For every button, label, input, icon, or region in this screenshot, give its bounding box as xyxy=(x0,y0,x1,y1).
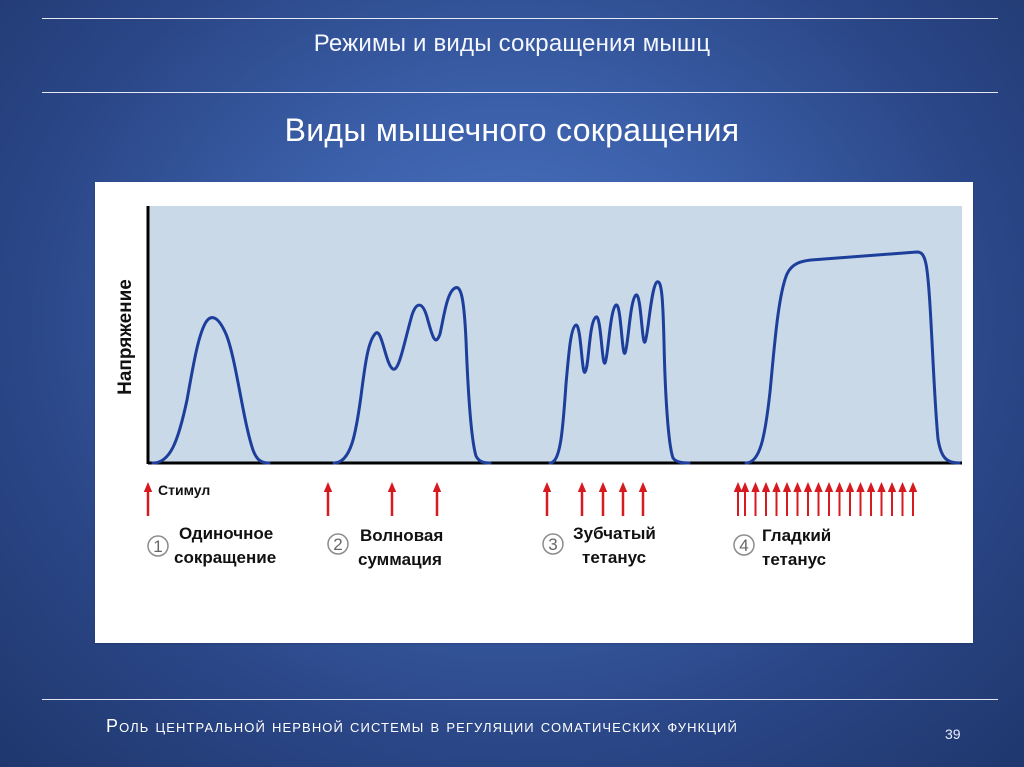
wave-summation-curve xyxy=(332,286,492,465)
section-label-line2: суммация xyxy=(358,550,442,569)
stimulus-arrow xyxy=(618,482,628,516)
section-label-1: 1 Одиночное сокращение xyxy=(147,524,276,567)
section-number-circle xyxy=(327,533,349,555)
section-label-line2: сокращение xyxy=(174,548,276,567)
stimulus-arrow xyxy=(887,482,897,516)
stimulus-arrow xyxy=(782,482,792,516)
stimulus-arrow xyxy=(856,482,865,516)
section-number: 2 xyxy=(333,535,342,554)
serrated-tetanus-curve xyxy=(548,280,691,465)
stimulus-arrow xyxy=(143,482,153,516)
footer-divider-line xyxy=(42,699,998,700)
section-label-line1: Волновая xyxy=(360,526,443,545)
smooth-tetanus-curve xyxy=(744,250,961,465)
slide-title: Виды мышечного сокращения xyxy=(284,112,740,148)
stimulus-arrow xyxy=(542,482,552,516)
section-label-4: 4 Гладкий тетанус xyxy=(733,526,831,569)
stimulus-arrow xyxy=(803,482,813,516)
stimulus-arrow xyxy=(323,482,333,516)
page-number: 39 xyxy=(945,726,961,742)
stimulus-arrow xyxy=(908,482,918,516)
stimulus-arrow xyxy=(638,482,648,516)
stimulus-arrow xyxy=(845,482,855,516)
stimulus-arrow xyxy=(432,482,442,516)
stimulus-arrow-set xyxy=(143,482,918,516)
stimulus-arrow xyxy=(598,482,608,516)
section-label-line2: тетанус xyxy=(582,548,646,567)
section-number-circle xyxy=(733,534,755,556)
section-label-line2: тетанус xyxy=(762,550,826,569)
stimulus-arrow xyxy=(751,482,760,516)
section-number-circle xyxy=(147,535,169,557)
footer-title: Роль центральной нервной системы в регул… xyxy=(106,716,738,736)
section-label-line1: Зубчатый xyxy=(573,524,656,543)
stimulus-arrow xyxy=(577,482,587,516)
section-label-2: 2 Волновая суммация xyxy=(327,526,443,569)
section-label-3: 3 Зубчатый тетанус xyxy=(542,524,656,567)
stimulus-arrow xyxy=(814,482,823,516)
header-divider-line xyxy=(42,92,998,93)
stimulus-arrow xyxy=(835,482,844,516)
plot-area xyxy=(148,206,962,464)
stimulus-arrow xyxy=(898,482,907,516)
section-number: 4 xyxy=(739,536,748,555)
top-divider-line xyxy=(42,18,998,19)
stimulus-label: Стимул xyxy=(158,482,210,498)
stimulus-arrow xyxy=(877,482,886,516)
muscle-contraction-diagram: Напряжение Стимул 1 Одиночное сокращение… xyxy=(115,206,962,569)
stimulus-arrow xyxy=(793,482,802,516)
stimulus-arrow xyxy=(761,482,771,516)
y-axis-label: Напряжение xyxy=(115,279,136,395)
section-label-line1: Гладкий xyxy=(762,526,831,545)
stimulus-arrow xyxy=(387,482,397,516)
stimulus-arrow xyxy=(740,482,750,516)
muscle-contraction-figure: Напряжение Стимул 1 Одиночное сокращение… xyxy=(95,182,973,643)
section-number-circle xyxy=(542,533,564,555)
stimulus-arrow xyxy=(824,482,834,516)
stimulus-arrow xyxy=(772,482,781,516)
section-number: 1 xyxy=(153,537,162,556)
stimulus-arrow xyxy=(866,482,876,516)
stimulus-arrow xyxy=(733,482,743,516)
single-twitch-curve xyxy=(151,316,271,465)
slide-header: Режимы и виды сокращения мышц xyxy=(313,30,711,57)
section-number: 3 xyxy=(548,535,557,554)
section-label-line1: Одиночное xyxy=(179,524,273,543)
